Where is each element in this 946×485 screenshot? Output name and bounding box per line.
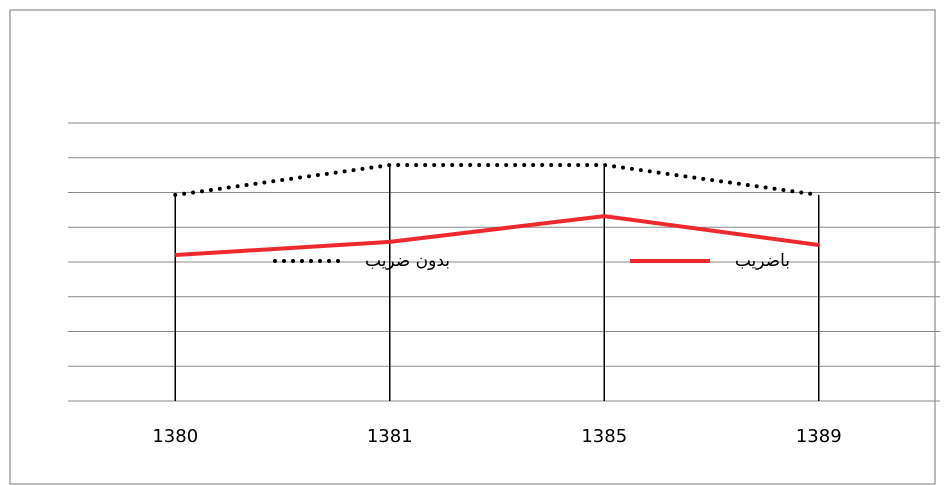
x-tick-label: 1385 <box>581 426 627 447</box>
series-line <box>175 216 819 255</box>
x-tick-label: 1381 <box>367 426 413 447</box>
chart: 1380 1381 1385 1389 بدون ضریب باضریب <box>0 0 946 485</box>
legend-label: باضریب <box>735 251 790 271</box>
series-line <box>175 165 819 195</box>
x-tick-label: 1380 <box>152 426 198 447</box>
frame <box>10 10 935 484</box>
legend-label: بدون ضریب <box>365 251 450 271</box>
x-tick-label: 1389 <box>796 426 842 447</box>
